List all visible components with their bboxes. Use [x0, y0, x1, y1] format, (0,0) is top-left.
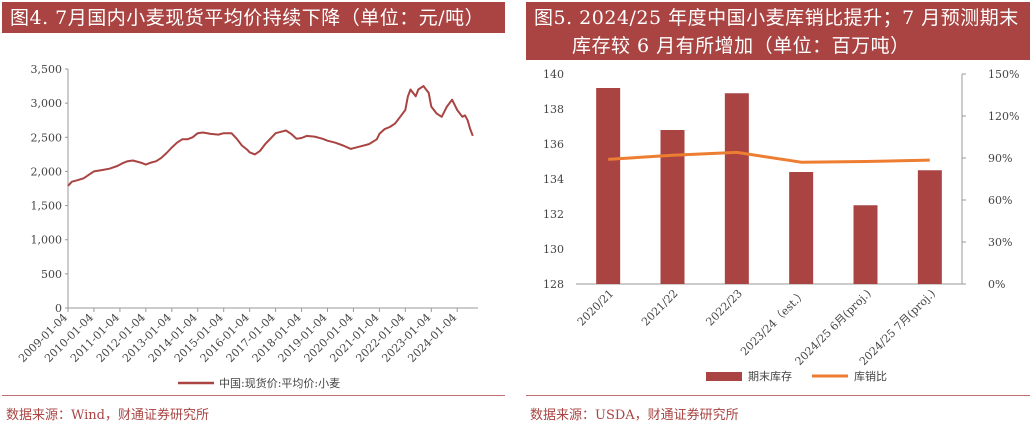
legend-label: 中国:现货价:平均价:小麦 [219, 376, 340, 390]
left-y-tick-label: 132 [543, 208, 564, 221]
right-y-tick-label: 0% [988, 278, 1005, 291]
left-source-note: 数据来源：Wind，财通证券研究所 [6, 408, 209, 423]
inventory-bar [853, 205, 878, 284]
y-tick-label: 1,000 [31, 234, 63, 247]
inventory-bar [789, 172, 814, 284]
left-y-tick-label: 128 [543, 278, 564, 291]
right-y-tick-label: 60% [988, 194, 1012, 207]
right-title-line1: 图5. 2024/25 年度中国小麦库销比提升；7 月预测期末 [534, 7, 1019, 29]
right-y-tick-label: 30% [988, 236, 1012, 249]
y-tick-label: 2,500 [31, 131, 63, 144]
right-y-tick-label: 90% [988, 152, 1012, 165]
legend-line-label: 库销比 [854, 369, 887, 383]
right-inventory-chart: 128 130 132 134 136 138 140 0% 30% 60% 90% 120% 150%… [543, 68, 1019, 383]
y-tick-label: 0 [55, 302, 62, 315]
inventory-bar [724, 93, 749, 284]
left-chart-title: 图4. 7月国内小麦现货平均价持续下降（单位：元/吨） [2, 2, 505, 33]
x-category-label: 2021/22 [639, 287, 681, 329]
legend-bar-swatch [706, 372, 742, 381]
right-source-note: 数据来源：USDA，财通证券研究所 [530, 408, 739, 423]
right-y-tick-label: 120% [988, 110, 1019, 123]
legend-bar-label: 期末库存 [748, 369, 792, 383]
left-y-tick-label: 134 [543, 173, 564, 186]
y-tick-label: 2,000 [31, 165, 63, 178]
left-y-tick-label: 140 [543, 68, 564, 81]
y-tick-label: 1,500 [31, 200, 63, 213]
right-chart-title: 图5. 2024/25 年度中国小麦库销比提升；7 月预测期末 库存较 6 月有… [526, 2, 1030, 60]
price-series-line [67, 85, 474, 187]
left-y-tick-label: 138 [543, 103, 564, 116]
stock-to-use-line [608, 150, 930, 164]
inventory-bar [660, 130, 685, 284]
right-divider [526, 395, 1030, 396]
y-tick-label: 3,500 [31, 63, 63, 76]
left-price-chart: 05001,0001,5002,0002,5003,0003,5002009-0… [16, 63, 478, 390]
x-category-label: 2020/21 [575, 287, 617, 329]
right-title-line2: 库存较 6 月有所增加（单位：百万吨） [572, 35, 910, 57]
y-tick-label: 3,000 [31, 97, 63, 110]
inventory-bar [596, 88, 621, 284]
left-divider [2, 395, 505, 396]
y-tick-label: 500 [41, 268, 62, 281]
right-y-tick-label: 150% [988, 68, 1019, 81]
inventory-bar [917, 170, 942, 284]
x-category-label: 2022/23 [703, 287, 745, 329]
left-y-tick-label: 130 [543, 243, 564, 256]
x-category-label: 2023/24（est.） [738, 287, 809, 358]
left-y-tick-label: 136 [543, 138, 564, 151]
